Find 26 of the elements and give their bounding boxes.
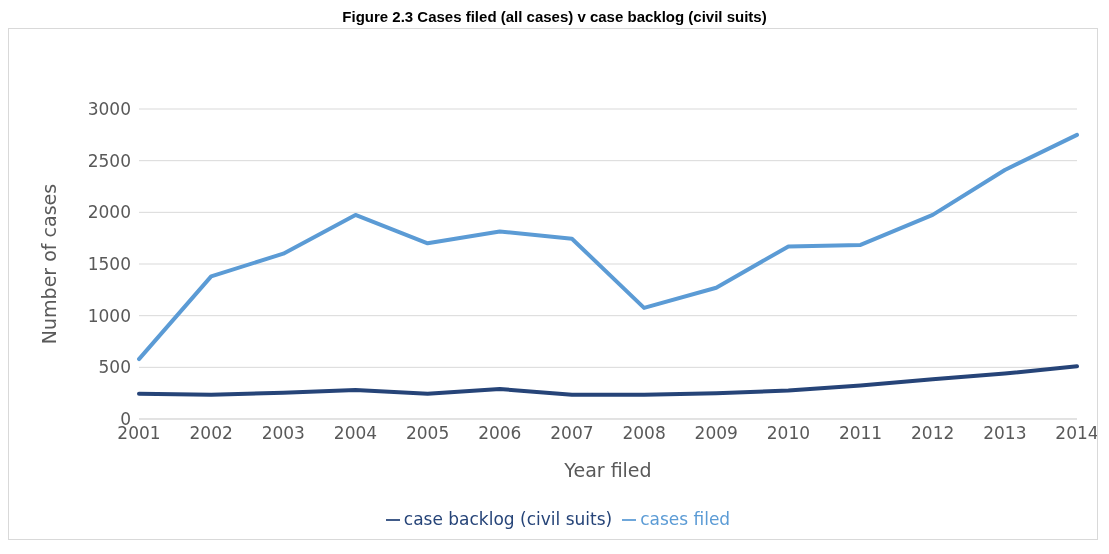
x-axis-title: Year filed <box>563 459 652 481</box>
y-tick-label: 2000 <box>87 202 131 223</box>
x-tick-label: 2009 <box>694 423 738 444</box>
y-axis-title: Number of cases <box>37 183 60 345</box>
legend-label: cases filed <box>640 509 731 529</box>
x-tick-label: 2007 <box>550 423 594 444</box>
x-tick-label: 2002 <box>189 423 233 444</box>
line-series <box>137 364 1079 397</box>
x-tick-label: 2004 <box>333 423 378 444</box>
x-tick-label: 2005 <box>405 423 450 444</box>
y-tick-label: 3000 <box>87 99 131 120</box>
x-tick-label: 2003 <box>261 423 305 444</box>
y-tick-label: 1000 <box>87 305 131 326</box>
x-tick-label: 2012 <box>911 423 955 444</box>
x-tick-label: 2011 <box>838 423 883 444</box>
x-tick-label: 2006 <box>478 423 522 444</box>
y-tick-label: 500 <box>98 357 131 378</box>
line-series <box>137 132 1079 362</box>
chart-title: Figure 2.3 Cases filed (all cases) v case backlog (civil suits) <box>341 8 768 27</box>
x-tick-label: 2008 <box>622 423 666 444</box>
x-tick-label: 2010 <box>766 423 811 444</box>
x-tick-label: 2014 <box>1055 423 1099 444</box>
x-tick-label: 2013 <box>983 423 1027 444</box>
legend-label: case backlog (civil suits) <box>403 509 613 529</box>
y-tick-label: 2500 <box>87 150 131 171</box>
y-tick-label: 1500 <box>87 254 131 275</box>
